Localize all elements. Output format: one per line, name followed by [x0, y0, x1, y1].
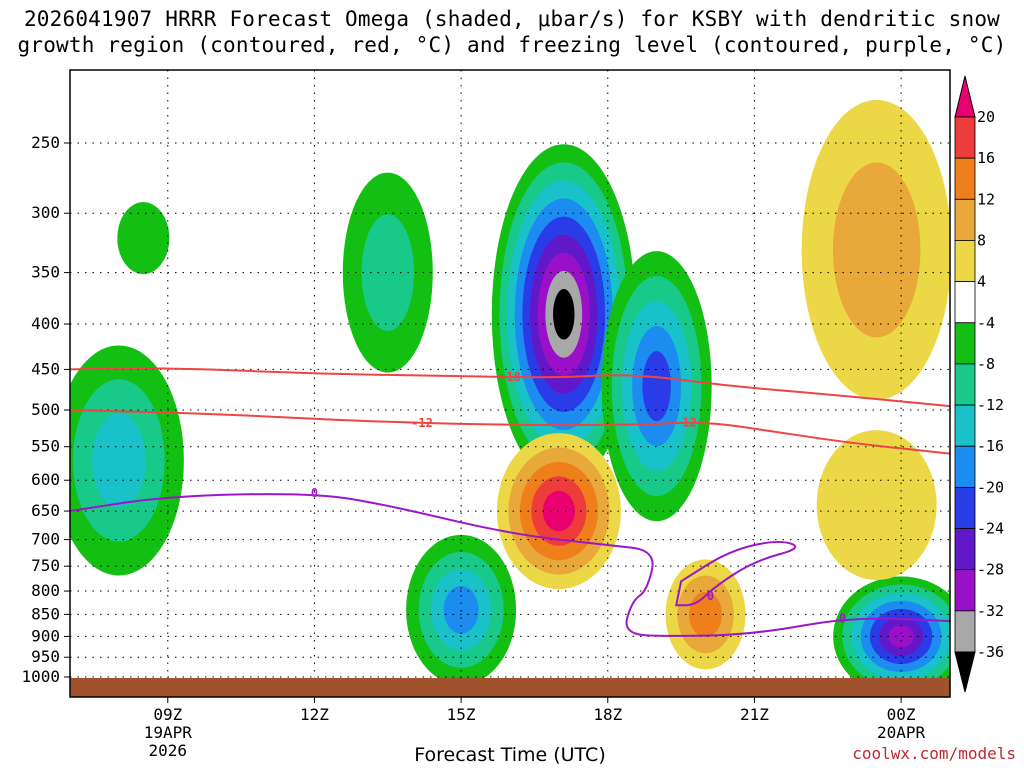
contour-label-freezing-0c: 0: [839, 611, 846, 625]
contour-freezing-0c: [70, 493, 950, 637]
colorbar-label: -36: [977, 643, 1004, 661]
x-tick-label: 21Z: [740, 705, 769, 724]
colorbar-box: [954, 240, 976, 283]
x-tick-label: 15Z: [447, 705, 476, 724]
colorbar-box: [954, 528, 976, 571]
x-tick-label: 19APR: [144, 723, 193, 742]
colorbar-box: [954, 322, 976, 365]
chart-title: 2026041907 HRRR Forecast Omega (shaded, …: [0, 6, 1024, 58]
contour-label-dgz-minus12: -12: [675, 415, 697, 429]
omega-contour-fill: [689, 591, 723, 638]
contour-dgz-minus12: [70, 409, 950, 455]
omega-contour-fill: [816, 430, 937, 581]
y-tick-label: 300: [31, 203, 60, 222]
y-tick-label: 600: [31, 470, 60, 489]
contour-freezing-0c-loop: [674, 540, 797, 607]
contour-label-freezing-0c: 0: [311, 486, 318, 500]
x-tick-label: 12Z: [300, 705, 329, 724]
y-tick-label: 850: [31, 604, 60, 623]
y-axis: 250 300 350 400 450 500 550 600 650 700 750 800 850 9…: [21, 133, 70, 686]
colorbar-label: 20: [977, 108, 995, 126]
x-axis-label: Forecast Time (UTC): [414, 744, 606, 766]
colorbar-box: [954, 404, 976, 447]
colorbar-label: -16: [977, 437, 1004, 455]
colorbar: 20 16 12 8 4 -4 -8 -12 -16 -20 -24 -28 -32 -36: [954, 75, 1004, 693]
omega-contour-fill: [642, 351, 671, 422]
y-tick-label: 250: [31, 133, 60, 152]
colorbar-label: -20: [977, 478, 1004, 496]
contour-dgz-minus18: [70, 367, 950, 408]
colorbar-top-arrow: [954, 75, 976, 118]
y-tick-label: 450: [31, 359, 60, 378]
y-tick-label: 500: [31, 400, 60, 419]
y-tick-label: 650: [31, 501, 60, 520]
omega-feature-secondary-updraft: [601, 251, 712, 522]
colorbar-box: [954, 198, 976, 241]
y-tick-label: 800: [31, 581, 60, 600]
omega-feature-right-upper-yellow: [801, 99, 950, 400]
contour-label-dgz-minus18: -18: [499, 370, 521, 384]
x-tick-label: 00Z: [887, 705, 916, 724]
omega-shading: [70, 99, 950, 697]
chart-title-line-2: growth region (contoured, red, °C) and f…: [17, 33, 1007, 57]
y-tick-label: 400: [31, 314, 60, 333]
colorbar-box: [954, 445, 976, 488]
terrain-ground: [70, 678, 950, 697]
y-tick-label: 700: [31, 530, 60, 549]
colorbar-label: -28: [977, 561, 1004, 579]
omega-contour-fill: [443, 585, 479, 634]
omega-feature-main-updraft: [491, 144, 636, 485]
credit-link[interactable]: coolwx.com/models: [852, 744, 1016, 763]
contours: -18 -12 -12 0 0 0: [70, 367, 950, 637]
colorbar-box: [954, 157, 976, 200]
contour-label-freezing-0c-loop: 0: [707, 589, 714, 603]
omega-contour-fill: [553, 288, 575, 340]
colorbar-box: [954, 281, 976, 324]
omega-feature-right-mid-yellow: [816, 430, 937, 581]
contour-label-dgz-minus12: -12: [411, 416, 433, 430]
colorbar-bottom-arrow: [954, 651, 976, 693]
colorbar-label: 12: [977, 190, 995, 208]
omega-feature-small-green: [117, 202, 170, 275]
colorbar-label: -24: [977, 520, 1004, 538]
colorbar-box: [954, 569, 976, 612]
y-tick-label: 750: [31, 556, 60, 575]
colorbar-label: -12: [977, 396, 1004, 414]
colorbar-box: [954, 116, 976, 159]
colorbar-label: 16: [977, 149, 995, 167]
x-tick-label: 2026: [149, 741, 188, 760]
y-tick-label: 550: [31, 437, 60, 456]
y-tick-label: 900: [31, 626, 60, 645]
colorbar-label: 8: [977, 231, 986, 249]
colorbar-box: [954, 610, 976, 653]
x-tick-label: 20APR: [877, 723, 926, 742]
chart-title-line-1: 2026041907 HRRR Forecast Omega (shaded, …: [23, 7, 1001, 31]
y-tick-label: 350: [31, 263, 60, 282]
omega-contour-fill: [92, 413, 146, 508]
omega-contour-fill: [361, 214, 415, 331]
colorbar-label: -8: [977, 355, 995, 373]
x-tick-label: 18Z: [593, 705, 622, 724]
colorbar-box: [954, 363, 976, 406]
y-tick-label: 950: [31, 647, 60, 666]
omega-feature-left-mid-green: [70, 345, 184, 576]
omega-contour-fill: [888, 625, 914, 648]
omega-feature-mid-green-12z: [342, 172, 433, 373]
colorbar-label: 4: [977, 273, 986, 291]
colorbar-label: -32: [977, 602, 1004, 620]
omega-contour-fill: [117, 202, 170, 275]
colorbar-box: [954, 486, 976, 529]
terrain: [70, 678, 950, 697]
omega-contour-fill: [832, 162, 921, 338]
plot-frame: [69, 69, 951, 698]
omega-feature-low-level-15z: [406, 534, 517, 685]
y-tick-label: 1000: [21, 667, 60, 686]
colorbar-label: -4: [977, 314, 995, 332]
x-tick-label: 09Z: [153, 705, 182, 724]
